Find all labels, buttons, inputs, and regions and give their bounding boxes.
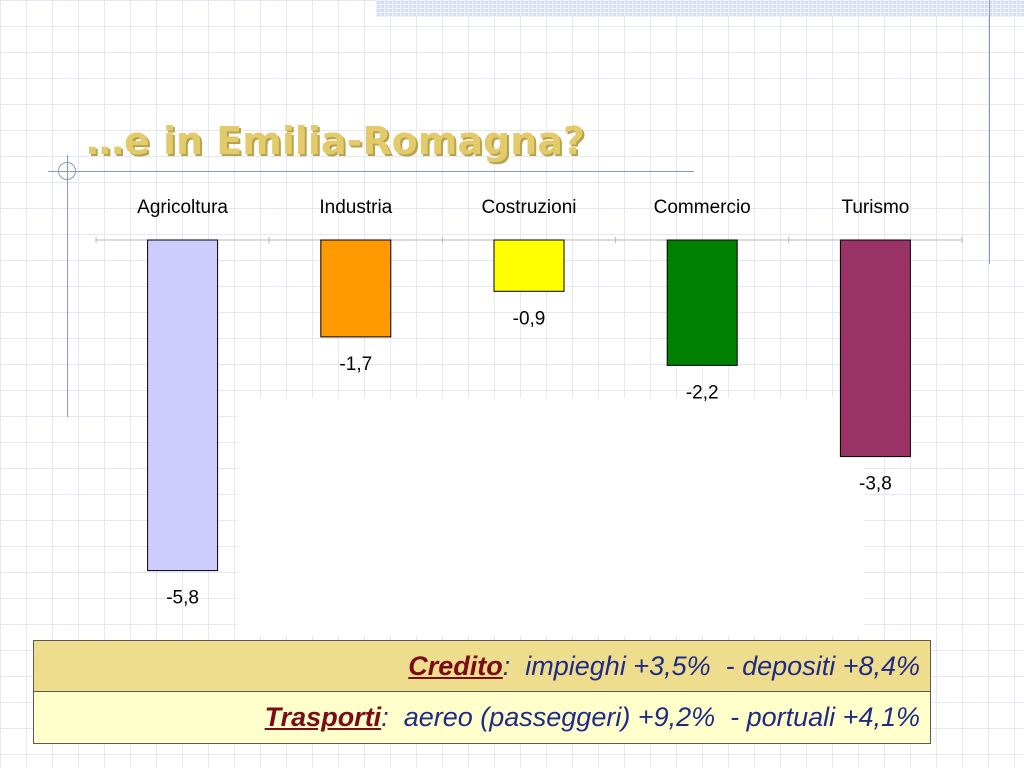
bar-turismo <box>839 239 911 458</box>
left-decor-line <box>67 155 68 417</box>
bar-agricoltura <box>147 239 219 572</box>
value-label-turismo: -3,8 <box>859 474 892 495</box>
category-label-commercio: Commercio <box>654 197 751 218</box>
category-label-industria: Industria <box>319 197 392 218</box>
category-label-costruzioni: Costruzioni <box>481 197 576 218</box>
bar-industria <box>320 239 392 338</box>
value-label-agricoltura: -5,8 <box>166 588 199 609</box>
info-label-credito: Credito <box>408 650 503 681</box>
right-decor-line <box>989 0 990 264</box>
value-label-commercio: -2,2 <box>686 382 719 403</box>
category-label-agricoltura: Agricoltura <box>137 197 228 218</box>
top-decor-band <box>376 0 1024 17</box>
info-row-credito: Credito: impieghi +3,5% - depositi +8,4% <box>34 641 930 692</box>
chart-background-panel <box>238 398 864 636</box>
bar-commercio <box>666 239 738 366</box>
info-value-trasporti: : aereo (passeggeri) +9,2% - portuali +4… <box>381 702 920 732</box>
decor-circle <box>58 162 76 180</box>
info-label-trasporti: Trasporti <box>264 702 382 732</box>
info-row-trasporti: Trasporti: aereo (passeggeri) +9,2% - po… <box>34 692 930 743</box>
slide-title: …e in Emilia-Romagna? <box>86 119 585 163</box>
value-label-industria: -1,7 <box>339 354 372 375</box>
bar-chart: Agricoltura -5,8 Industria -1,7 Costruzioni -… <box>95 197 963 609</box>
info-value-credito: : impieghi +3,5% - depositi +8,4% <box>502 650 920 681</box>
title-underline <box>48 171 694 172</box>
bar-costruzioni <box>493 239 565 292</box>
value-label-costruzioni: -0,9 <box>513 308 546 329</box>
info-box: Credito: impieghi +3,5% - depositi +8,4%… <box>33 640 931 744</box>
category-label-turismo: Turismo <box>841 197 909 218</box>
